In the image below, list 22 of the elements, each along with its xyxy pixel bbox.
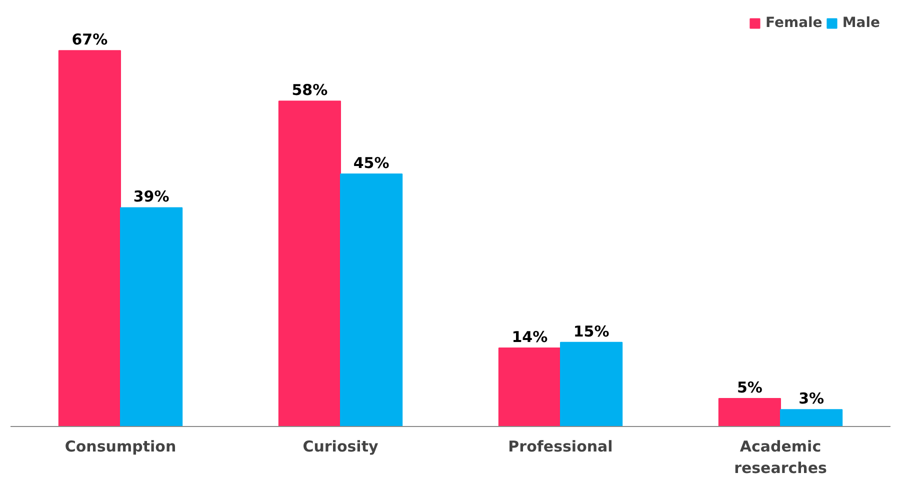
legend-label: Male (842, 15, 880, 31)
bar (278, 100, 341, 426)
x-tick-label: Professional (508, 438, 613, 456)
data-label: 14% (512, 328, 548, 346)
bar (718, 398, 781, 426)
data-label: 67% (72, 30, 108, 49)
x-tick-label: Consumption (64, 438, 176, 456)
x-tick-label: Academic researches (734, 438, 828, 478)
data-label: 15% (573, 322, 610, 340)
data-label: 5% (736, 378, 762, 396)
bar (780, 409, 843, 426)
bar (120, 207, 183, 426)
data-label: 3% (798, 390, 824, 408)
bar (58, 50, 121, 426)
bar (498, 347, 561, 426)
bar (340, 174, 403, 426)
bar (560, 342, 623, 426)
x-tick-label: Curiosity (302, 438, 378, 456)
data-label: 45% (353, 154, 390, 172)
data-label: 39% (133, 188, 170, 206)
legend-label: Female (765, 15, 822, 31)
data-label: 58% (292, 81, 328, 100)
